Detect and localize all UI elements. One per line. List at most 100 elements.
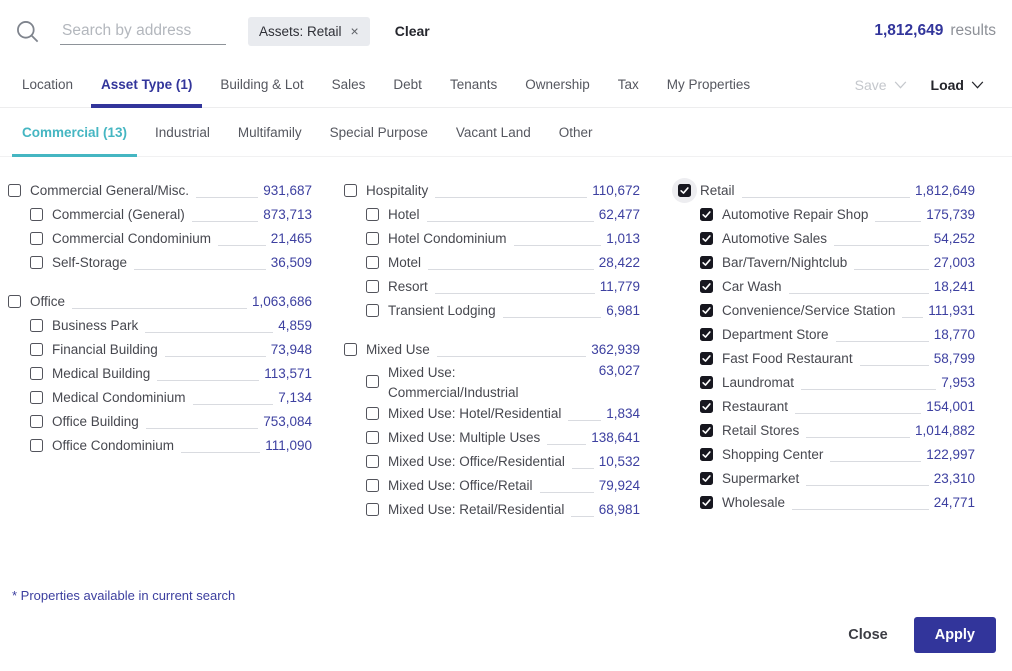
filter-tabs: Location Asset Type (1) Building & Lot Sale… bbox=[0, 62, 1012, 108]
checkbox-hospitality[interactable] bbox=[344, 183, 357, 197]
property-count: 23,310 bbox=[933, 470, 975, 486]
checkbox-resort[interactable] bbox=[366, 279, 379, 293]
checkbox-financial-building[interactable] bbox=[30, 342, 43, 356]
checkbox-commercial-condominium[interactable] bbox=[30, 231, 43, 245]
filter-group-hospitality: Hospitality 110,672 Hotel 62,477 Hotel Condo… bbox=[344, 178, 640, 322]
filter-row-commercial-general: Commercial (General) 873,713 bbox=[8, 202, 312, 226]
checkbox-medical-condominium[interactable] bbox=[30, 390, 43, 404]
filter-label: Resort bbox=[388, 278, 428, 294]
checkbox-retail-stores[interactable] bbox=[700, 423, 713, 437]
tab-tenants[interactable]: Tenants bbox=[449, 77, 498, 92]
filter-chip-label: Assets: Retail bbox=[259, 23, 342, 39]
filter-row-mixed-use-office-retail: Mixed Use: Office/Retail 79,924 bbox=[344, 473, 640, 497]
search-input[interactable] bbox=[60, 17, 226, 45]
checkbox-wrap bbox=[30, 342, 43, 356]
clear-filters-button[interactable]: Clear bbox=[394, 23, 430, 39]
checkbox-mixed-use-commercial-industrial[interactable] bbox=[366, 374, 379, 388]
checkbox-mixed-use-office-residential[interactable] bbox=[366, 454, 379, 468]
checkbox-fast-food-restaurant[interactable] bbox=[700, 351, 713, 365]
subtab-vacant-land[interactable]: Vacant Land bbox=[455, 124, 531, 140]
checkbox-laundromat[interactable] bbox=[700, 375, 713, 389]
checkbox-wrap bbox=[366, 374, 379, 388]
filter-row-department-store: Department Store 18,770 bbox=[678, 322, 975, 346]
checkbox-car-wash[interactable] bbox=[700, 279, 713, 293]
leader-line bbox=[426, 221, 594, 222]
filter-label: Car Wash bbox=[722, 278, 782, 294]
column-3: Retail 1,812,649 Automotive Repair Shop 175… bbox=[672, 177, 975, 521]
leader-line bbox=[196, 197, 259, 198]
checkbox-commercial-general-misc[interactable] bbox=[8, 183, 21, 197]
checkbox-office-building[interactable] bbox=[30, 414, 43, 428]
tab-sales[interactable]: Sales bbox=[331, 77, 366, 92]
tab-tax[interactable]: Tax bbox=[617, 77, 639, 92]
checkbox-business-park[interactable] bbox=[30, 318, 43, 332]
checkbox-self-storage[interactable] bbox=[30, 255, 43, 269]
tab-ownership[interactable]: Ownership bbox=[525, 77, 590, 92]
filter-label: Hotel Condominium bbox=[388, 230, 507, 246]
checkbox-wrap bbox=[30, 390, 43, 404]
tab-my-properties[interactable]: My Properties bbox=[666, 77, 751, 92]
property-count: 24,771 bbox=[933, 494, 975, 510]
checkbox-wrap bbox=[366, 279, 379, 293]
apply-button[interactable]: Apply bbox=[913, 617, 996, 653]
checkbox-mixed-use-multiple-uses[interactable] bbox=[366, 430, 379, 444]
checkbox-automotive-sales[interactable] bbox=[700, 231, 713, 245]
subtab-other[interactable]: Other bbox=[558, 124, 593, 140]
checkbox-wrap bbox=[30, 414, 43, 428]
chip-remove-icon[interactable]: × bbox=[350, 23, 359, 39]
subtab-special-purpose[interactable]: Special Purpose bbox=[329, 124, 428, 140]
filter-row-hospitality: Hospitality 110,672 bbox=[344, 178, 640, 202]
checkbox-shopping-center[interactable] bbox=[700, 447, 713, 461]
checkbox-wholesale[interactable] bbox=[700, 495, 713, 509]
checkbox-wrap bbox=[366, 406, 379, 420]
tab-asset-type-1[interactable]: Asset Type (1) bbox=[87, 62, 206, 108]
checkbox-restaurant[interactable] bbox=[700, 399, 713, 413]
checkbox-office[interactable] bbox=[8, 294, 21, 308]
checkbox-office-condominium[interactable] bbox=[30, 438, 43, 452]
checkbox-medical-building[interactable] bbox=[30, 366, 43, 380]
checkbox-convenience-service-station[interactable] bbox=[700, 303, 713, 317]
filter-group-retail: Retail 1,812,649 Automotive Repair Shop 175… bbox=[672, 177, 975, 514]
save-label: Save bbox=[854, 76, 887, 93]
checkbox-retail[interactable] bbox=[678, 183, 691, 197]
tab-debt[interactable]: Debt bbox=[393, 77, 422, 92]
filter-row-mixed-use-multiple-uses: Mixed Use: Multiple Uses 138,641 bbox=[344, 425, 640, 449]
checkbox-mixed-use[interactable] bbox=[344, 342, 357, 356]
tab-building-lot[interactable]: Building & Lot bbox=[220, 77, 304, 92]
column-1: Commercial General/Misc. 931,687 Commercia… bbox=[8, 178, 312, 521]
filter-group-office: Office 1,063,686 Business Park 4,859 Financi… bbox=[8, 289, 312, 457]
checkbox-mixed-use-office-retail[interactable] bbox=[366, 478, 379, 492]
checkbox-hotel[interactable] bbox=[366, 207, 379, 221]
modal-footer: Close Apply bbox=[0, 611, 1012, 671]
checkbox-commercial-general[interactable] bbox=[30, 207, 43, 221]
checkbox-wrap bbox=[30, 318, 43, 332]
checkbox-bar-tavern-nightclub[interactable] bbox=[700, 255, 713, 269]
checkbox-wrap bbox=[30, 255, 43, 269]
chevron-down-icon bbox=[894, 80, 906, 89]
leader-line bbox=[801, 389, 937, 390]
checkbox-department-store[interactable] bbox=[700, 327, 713, 341]
checkbox-automotive-repair-shop[interactable] bbox=[700, 207, 713, 221]
checkbox-mixed-use-hotel-residential[interactable] bbox=[366, 406, 379, 420]
property-count: 362,939 bbox=[591, 341, 640, 357]
filter-label: Self-Storage bbox=[52, 254, 128, 270]
checkbox-wrap bbox=[366, 454, 379, 468]
property-count: 7,953 bbox=[941, 374, 975, 390]
filter-group-mixed-use: Mixed Use 362,939 Mixed Use: Commercial/In… bbox=[344, 337, 640, 521]
checkbox-transient-lodging[interactable] bbox=[366, 303, 379, 317]
checkbox-mixed-use-retail-residential[interactable] bbox=[366, 502, 379, 516]
load-button[interactable]: Load bbox=[919, 62, 996, 107]
checkbox-wrap bbox=[700, 207, 713, 221]
close-button[interactable]: Close bbox=[848, 627, 888, 643]
subtab-multifamily[interactable]: Multifamily bbox=[237, 124, 302, 140]
leader-line bbox=[792, 509, 929, 510]
subtab-commercial-13[interactable]: Commercial (13) bbox=[8, 108, 141, 157]
subtab-industrial[interactable]: Industrial bbox=[155, 124, 210, 140]
checkbox-motel[interactable] bbox=[366, 255, 379, 269]
leader-line bbox=[854, 269, 929, 270]
tab-location[interactable]: Location bbox=[22, 77, 74, 92]
save-button[interactable]: Save bbox=[843, 62, 919, 107]
checkbox-supermarket[interactable] bbox=[700, 471, 713, 485]
filter-label: Medical Building bbox=[52, 365, 151, 381]
checkbox-hotel-condominium[interactable] bbox=[366, 231, 379, 245]
